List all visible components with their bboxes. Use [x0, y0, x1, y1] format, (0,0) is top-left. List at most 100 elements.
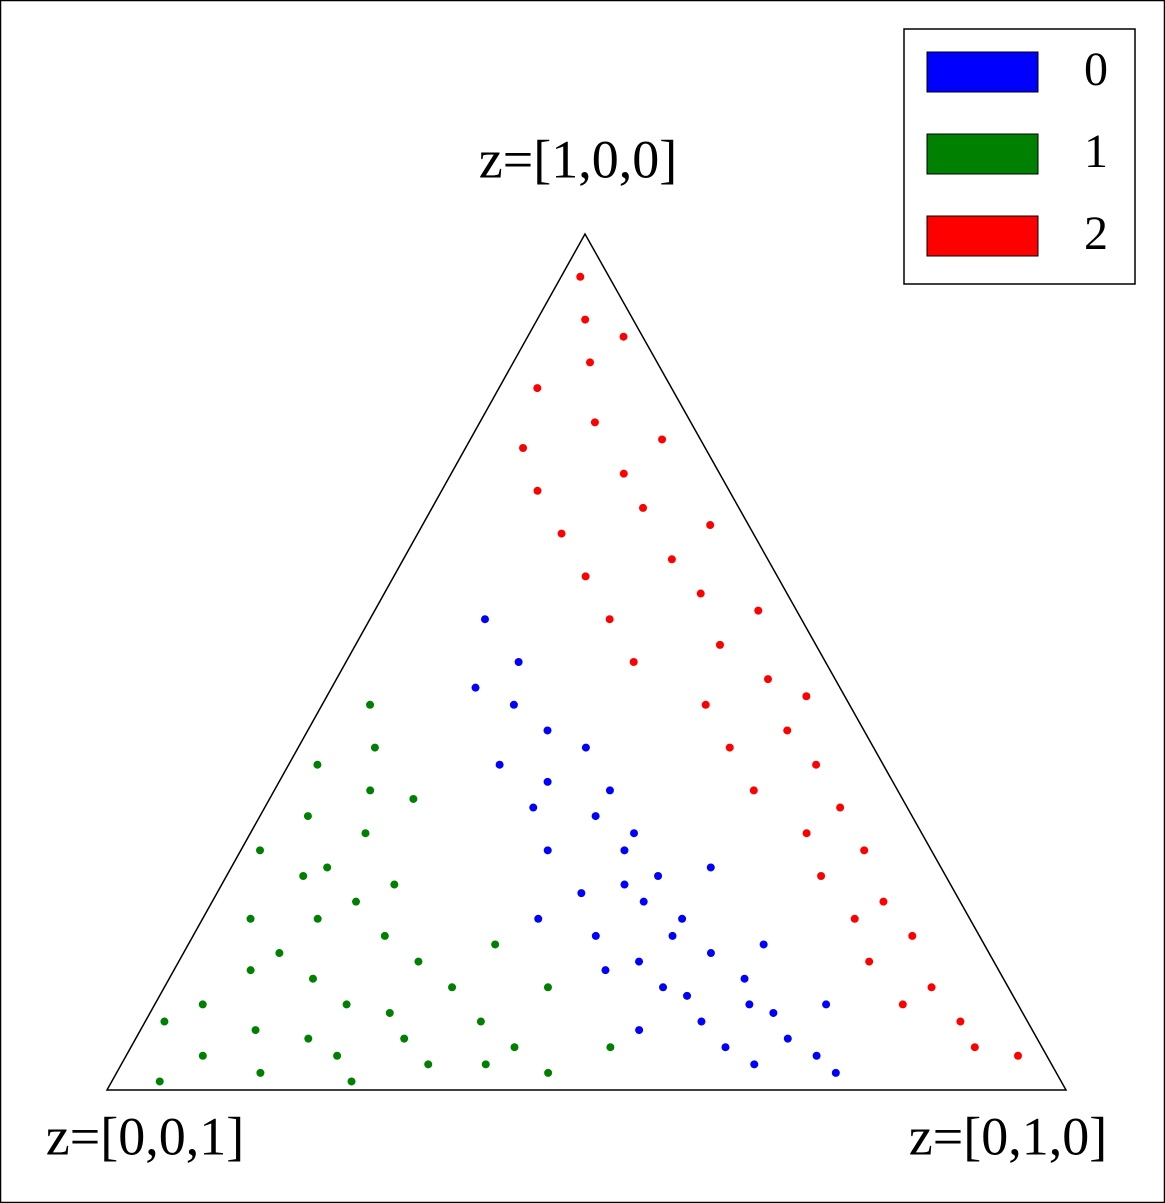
- point: [850, 914, 859, 923]
- point: [590, 418, 599, 427]
- point: [605, 786, 614, 795]
- point: [619, 332, 628, 341]
- point: [802, 692, 811, 701]
- vertex-label: z=[0,0,1]: [46, 1106, 244, 1166]
- point: [620, 846, 629, 855]
- point: [581, 315, 590, 324]
- point: [620, 880, 629, 889]
- vertex-label: z=[0,1,0]: [909, 1106, 1107, 1166]
- point: [160, 1017, 169, 1026]
- point: [198, 1051, 207, 1060]
- point: [544, 1068, 553, 1077]
- point: [605, 615, 614, 624]
- point: [471, 683, 480, 692]
- point: [701, 700, 710, 709]
- point: [347, 1077, 356, 1086]
- point: [361, 829, 370, 838]
- point: [1013, 1051, 1022, 1060]
- point: [576, 272, 585, 281]
- point: [721, 1043, 730, 1052]
- point: [581, 572, 590, 581]
- point: [519, 444, 528, 452]
- point: [323, 863, 332, 872]
- point: [836, 803, 845, 812]
- point: [754, 606, 763, 615]
- point: [509, 700, 518, 709]
- point: [198, 1000, 207, 1009]
- point: [970, 1043, 979, 1052]
- point: [763, 675, 772, 684]
- point: [480, 615, 489, 624]
- point: [822, 1000, 831, 1009]
- point: [802, 829, 811, 838]
- point: [831, 1068, 840, 1077]
- legend-label: 0: [1084, 43, 1108, 96]
- point: [697, 1017, 706, 1026]
- legend-label: 2: [1084, 207, 1108, 260]
- point: [246, 966, 255, 975]
- point: [495, 760, 504, 769]
- point: [740, 974, 749, 983]
- point: [668, 931, 677, 940]
- point: [639, 503, 648, 512]
- point: [629, 658, 638, 666]
- point: [414, 957, 423, 966]
- point: [366, 786, 375, 795]
- point: [256, 846, 265, 855]
- vertex-label: z=[1,0,0]: [479, 129, 677, 189]
- legend-swatch: [926, 215, 1039, 257]
- point: [390, 880, 399, 889]
- point: [601, 966, 610, 975]
- point: [635, 1026, 644, 1035]
- point: [380, 931, 389, 940]
- point: [706, 949, 715, 958]
- point: [533, 384, 542, 393]
- point: [635, 957, 644, 966]
- point: [333, 1051, 342, 1060]
- point: [304, 1034, 313, 1043]
- point: [586, 358, 595, 367]
- point: [956, 1017, 965, 1026]
- point: [706, 521, 715, 530]
- point: [783, 1034, 792, 1043]
- point: [424, 1060, 433, 1069]
- point: [769, 1008, 778, 1017]
- point: [155, 1077, 164, 1086]
- point: [860, 846, 869, 855]
- point: [678, 914, 687, 923]
- point: [683, 991, 692, 1000]
- point: [659, 983, 668, 992]
- point: [577, 889, 586, 898]
- point: [308, 974, 317, 983]
- point: [275, 949, 284, 958]
- legend-swatch: [926, 133, 1039, 175]
- point: [750, 1060, 759, 1069]
- point: [313, 914, 322, 923]
- point: [865, 957, 874, 966]
- point: [759, 940, 768, 949]
- point: [385, 1008, 394, 1017]
- point: [879, 897, 888, 906]
- point: [715, 640, 724, 649]
- point: [543, 983, 552, 992]
- point: [630, 829, 638, 838]
- point: [256, 1068, 265, 1077]
- legend-label: 1: [1084, 125, 1108, 178]
- triangle: [105, 232, 1068, 1091]
- point: [749, 786, 758, 795]
- point: [543, 777, 552, 786]
- point: [352, 897, 361, 906]
- point: [745, 1000, 754, 1009]
- point: [581, 743, 590, 752]
- point: [514, 658, 523, 666]
- point: [696, 589, 705, 598]
- point: [591, 812, 600, 821]
- point: [725, 743, 734, 752]
- point: [251, 1026, 260, 1035]
- point: [543, 726, 552, 735]
- point: [246, 914, 255, 923]
- point: [591, 931, 600, 940]
- point: [534, 914, 543, 923]
